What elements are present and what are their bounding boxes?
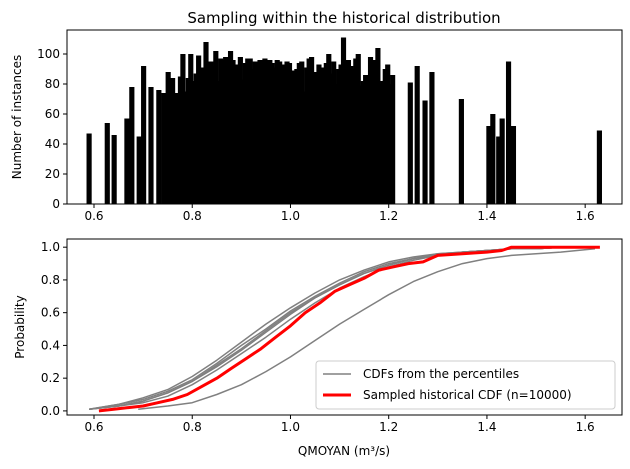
chart-title: Sampling within the historical distribut… [187,9,500,27]
histogram-bar [124,118,130,204]
y-tick-label: 60 [45,107,60,121]
histogram-bar [156,90,162,204]
histogram-bar [86,133,92,204]
histogram-panel: Sampling within the historical distribut… [10,9,623,223]
y-tick-label: 0.4 [41,338,60,352]
legend-label-sampled: Sampled historical CDF (n=10000) [363,388,572,402]
x-tick-label: 1.4 [477,420,496,434]
histogram-bar [496,136,502,204]
y-tick-label: 1.0 [41,240,60,254]
x-axis-ticks: 0.6 0.8 1.0 1.2 1.4 1.6 [84,415,595,434]
histogram-bar [510,126,517,204]
x-tick-label: 1.0 [281,209,300,223]
y-axis-label: Number of instances [10,55,24,180]
histogram-bar [429,72,435,204]
y-tick-label: 0.0 [41,404,60,418]
histogram-bar [390,75,396,204]
cdf-lines [88,245,600,413]
histogram-bar [174,93,181,204]
y-tick-label: 0.6 [41,306,60,320]
y-axis-label: Probability [13,295,27,358]
x-tick-label: 1.4 [477,209,496,223]
histogram-bar [136,136,142,204]
x-tick-label: 1.6 [576,209,595,223]
histogram-bar [180,54,186,204]
histogram-bar [161,93,167,204]
histogram-bar [165,72,171,204]
x-tick-label: 1.2 [379,420,398,434]
histogram-bar [188,54,194,204]
histogram-bar [129,87,135,204]
x-tick-label: 1.6 [576,420,595,434]
histogram-bar [490,114,496,204]
histogram-bar [414,66,420,204]
x-tick-label: 0.8 [183,209,202,223]
y-tick-label: 40 [45,137,60,151]
x-axis-ticks: 0.6 0.8 1.0 1.2 1.4 1.6 [84,204,595,223]
y-tick-label: 20 [45,167,60,181]
percentile-cdf-line [138,248,596,411]
histogram-bar [486,126,492,204]
histogram-bar [111,135,117,204]
plot-frame [66,29,623,205]
x-tick-label: 1.0 [281,420,300,434]
histogram-bar [499,118,505,204]
y-tick-label: 0 [52,197,60,211]
x-tick-label: 0.8 [183,420,202,434]
histogram-bar [148,87,154,204]
legend-box [315,360,616,410]
histogram-bar [458,99,464,204]
cdf-panel: 0.6 0.8 1.0 1.2 1.4 1.6 0.0 0.2 0.4 0.6 0.8 1.0 Pr… [13,238,623,458]
legend: CDFs from the percentiles Sampled histor… [315,360,616,410]
y-axis-ticks: 0.0 0.2 0.4 0.6 0.8 1.0 [41,240,67,418]
x-axis-label: QMOYAN (m³/s) [298,444,390,458]
histogram-bar [422,100,428,204]
legend-label-percentile: CDFs from the percentiles [363,367,519,381]
sampled-cdf-line [98,245,600,413]
x-tick-label: 1.2 [379,209,398,223]
y-axis-ticks: 0 20 40 60 80 100 [37,47,67,211]
y-tick-label: 0.2 [41,371,60,385]
y-tick-label: 100 [37,47,60,61]
x-tick-label: 0.6 [84,420,103,434]
histogram-bar [170,78,176,204]
histogram-bar [141,66,147,204]
histogram-bars [86,37,602,204]
histogram-bar [104,123,110,204]
histogram-bar [596,130,602,204]
x-tick-label: 0.6 [84,209,103,223]
histogram-bar [407,82,413,204]
plot-frame [66,238,623,416]
y-tick-label: 80 [45,77,60,91]
histogram-bar [505,61,512,204]
y-tick-label: 0.8 [41,273,60,287]
